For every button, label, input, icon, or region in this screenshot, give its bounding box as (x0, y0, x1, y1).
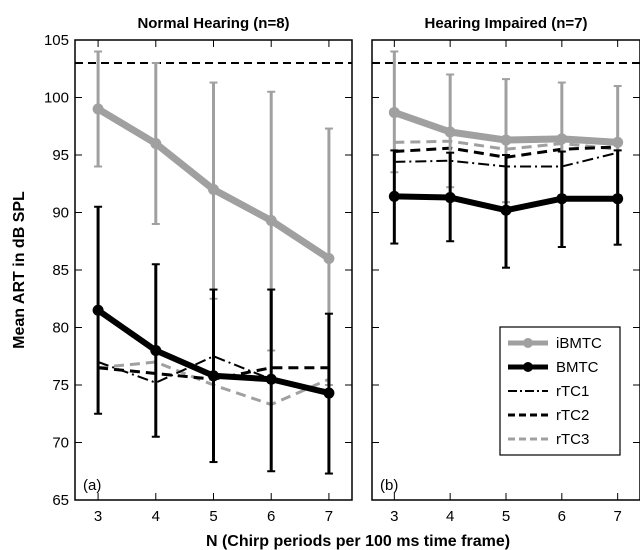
x-axis-label: N (Chirp periods per 100 ms time frame) (206, 533, 510, 550)
data-point (208, 370, 219, 382)
legend-label: rTC2 (556, 407, 589, 424)
legend-entry-rtc2: rTC2 (508, 407, 589, 424)
legend-marker (523, 362, 533, 372)
x-tick-label: 5 (502, 508, 510, 525)
x-tick-label: 7 (613, 508, 621, 525)
legend-label: BMTC (556, 359, 599, 376)
data-point (323, 253, 335, 264)
y-tick-label: 85 (52, 262, 69, 279)
x-tick-label: 7 (325, 508, 333, 525)
legend-label: rTC1 (556, 383, 589, 400)
panel-title: Hearing Impaired (n=7) (425, 15, 588, 32)
x-tick-label: 4 (446, 508, 454, 525)
panel-a: Normal Hearing (n=8) (a) 3 4 5 6 7 65 70 75 80 85 90… (44, 15, 353, 525)
legend-label: rTC3 (556, 431, 589, 448)
data-point (208, 184, 219, 195)
data-point (444, 192, 456, 204)
data-point (612, 136, 624, 148)
panel-label: (b) (380, 477, 398, 494)
legend-box (499, 326, 621, 456)
data-point (444, 126, 456, 138)
data-point (388, 106, 400, 118)
y-tick-label: 65 (52, 492, 69, 509)
legend-entry-ibmtc: iBMTC (508, 335, 602, 352)
y-tick-label: 100 (44, 90, 69, 107)
x-tick-label: 6 (558, 508, 566, 525)
data-point (92, 304, 104, 316)
x-tick-label: 5 (209, 508, 217, 525)
y-tick-label: 105 (44, 32, 69, 49)
x-tick-label: 6 (267, 508, 275, 525)
data-point (500, 204, 512, 216)
data-point (612, 193, 624, 205)
legend-entry-rtc3: rTC3 (508, 431, 589, 448)
legend-marker (523, 338, 533, 348)
y-axis-label: Mean ART in dB SPL (11, 191, 28, 349)
legend-label: iBMTC (556, 335, 602, 352)
panel-title: Normal Hearing (n=8) (137, 15, 289, 32)
data-point (500, 134, 512, 146)
x-tick-label: 3 (390, 508, 398, 525)
data-point (150, 138, 162, 149)
data-point (265, 373, 277, 385)
y-tick-label: 95 (52, 147, 69, 164)
legend-entry-rtc1: rTC1 (508, 383, 589, 400)
series-bmtc (388, 149, 624, 269)
y-tick-label: 80 (52, 320, 69, 337)
data-point (388, 190, 400, 202)
data-point (323, 387, 335, 399)
series-bmtc (92, 205, 335, 475)
x-tick-label: 4 (152, 508, 160, 525)
x-tick-label: 3 (94, 508, 102, 525)
data-point (556, 193, 568, 205)
legend: iBMTC BMTC rTC1 rTC2 rTC3 (499, 326, 621, 456)
data-point (265, 215, 277, 227)
y-tick-label: 90 (52, 205, 69, 222)
data-point (92, 103, 104, 115)
data-point (556, 133, 568, 145)
panel-label: (a) (83, 477, 101, 494)
panel-b: Hearing Impaired (n=7) (b) 3 4 5 6 7 (371, 15, 640, 525)
y-tick-label: 75 (52, 377, 69, 394)
data-point (150, 345, 162, 356)
y-tick-label: 70 (52, 435, 69, 452)
legend-entry-bmtc: BMTC (508, 359, 599, 376)
